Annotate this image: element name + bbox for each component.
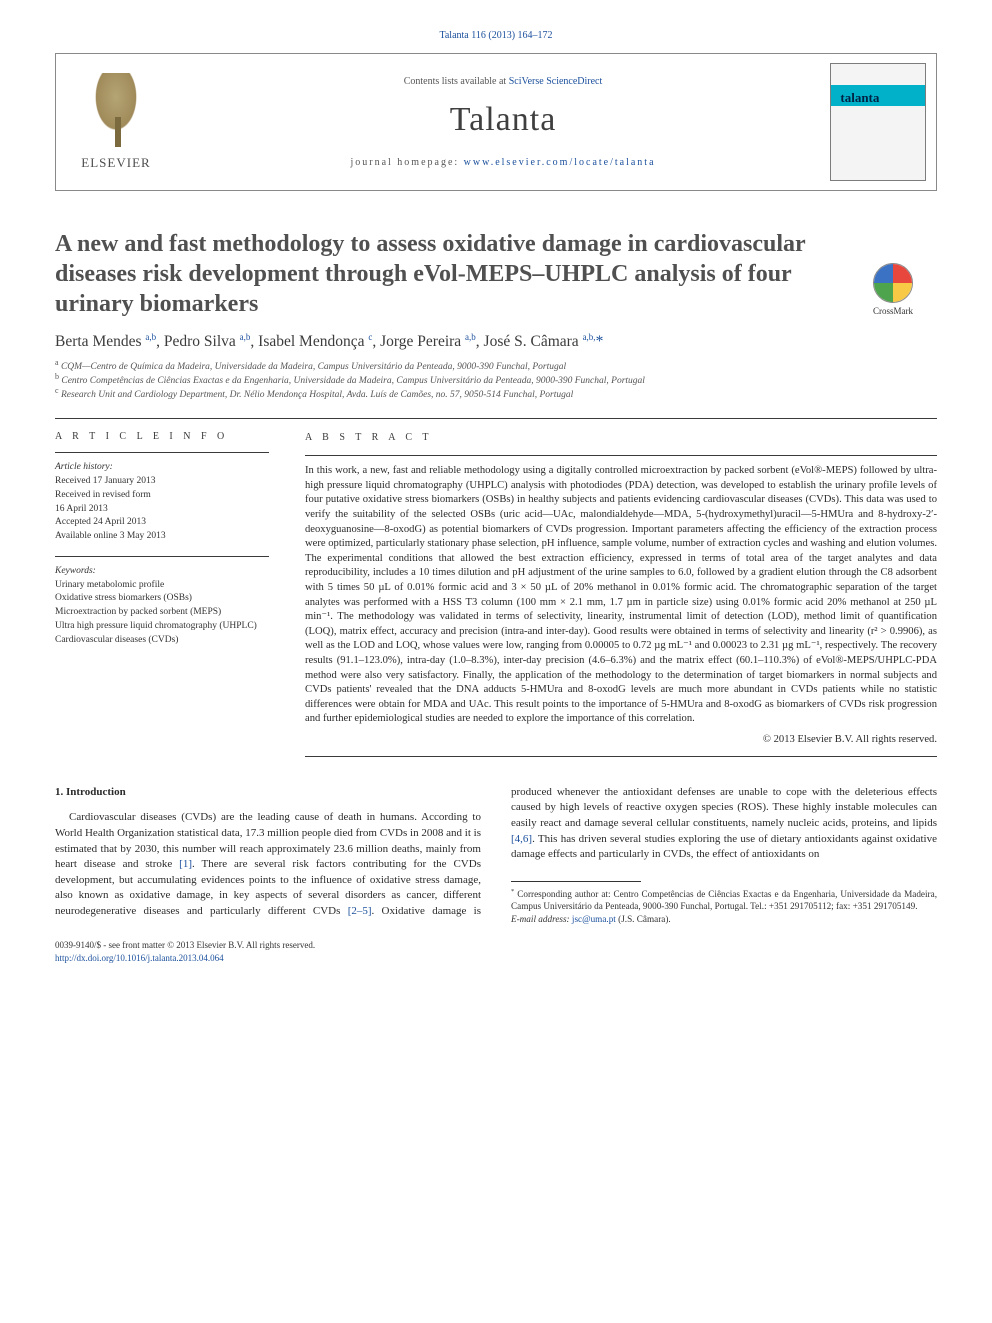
citation-header: Talanta 116 (2013) 164–172	[55, 30, 937, 41]
journal-name: Talanta	[176, 101, 830, 139]
contents-prefix: Contents lists available at	[404, 76, 509, 87]
footnote-rule	[511, 881, 641, 882]
journal-cover-thumb: talanta	[830, 63, 926, 181]
article-title: A new and fast methodology to assess oxi…	[55, 229, 937, 319]
history-line: Available online 3 May 2013	[55, 530, 269, 544]
journal-header-box: ELSEVIER Contents lists available at Sci…	[55, 53, 937, 191]
affiliations: a CQM—Centro de Química da Madeira, Univ…	[55, 361, 937, 402]
keyword: Microextraction by packed sorbent (MEPS)	[55, 606, 269, 620]
homepage-line: journal homepage: www.elsevier.com/locat…	[176, 157, 830, 168]
history-line: Accepted 24 April 2013	[55, 516, 269, 530]
email-link[interactable]: jsc@uma.pt	[572, 914, 616, 924]
sciencedirect-link[interactable]: SciVerse ScienceDirect	[509, 76, 603, 87]
keywords-block: Keywords: Urinary metabolomic profile Ox…	[55, 565, 269, 648]
history-line: 16 April 2013	[55, 503, 269, 517]
page-footer: 0039-9140/$ - see front matter © 2013 El…	[55, 939, 937, 964]
header-center: Contents lists available at SciVerse Sci…	[176, 66, 830, 178]
history-line: Received in revised form	[55, 489, 269, 503]
crossmark-label: CrossMark	[873, 306, 913, 316]
divider	[55, 418, 937, 419]
divider	[305, 756, 937, 757]
affil-c: c Research Unit and Cardiology Departmen…	[55, 389, 937, 403]
ref-link-1[interactable]: [1]	[179, 858, 192, 870]
divider	[55, 452, 269, 453]
crossmark-badge[interactable]: CrossMark	[849, 263, 937, 316]
footnotes: * Corresponding author at: Centro Compet…	[511, 888, 937, 925]
keyword: Urinary metabolomic profile	[55, 579, 269, 593]
body-two-column: 1. Introduction Cardiovascular diseases …	[55, 785, 937, 925]
article-info-col: A R T I C L E I N F O Article history: R…	[55, 431, 269, 756]
doi-link[interactable]: http://dx.doi.org/10.1016/j.talanta.2013…	[55, 953, 224, 963]
divider	[305, 455, 937, 456]
keyword: Oxidative stress biomarkers (OSBs)	[55, 592, 269, 606]
abstract-text: In this work, a new, fast and reliable m…	[305, 464, 937, 727]
affil-b: b Centro Competências de Ciências Exacta…	[55, 375, 937, 389]
section-heading-intro: 1. Introduction	[55, 785, 481, 801]
copyright-line: © 2013 Elsevier B.V. All rights reserved…	[305, 733, 937, 748]
article-info-heading: A R T I C L E I N F O	[55, 431, 269, 442]
article-history: Article history: Received 17 January 201…	[55, 461, 269, 544]
keyword: Cardiovascular diseases (CVDs)	[55, 634, 269, 648]
elsevier-tree-icon	[81, 73, 151, 153]
homepage-prefix: journal homepage:	[350, 157, 463, 168]
homepage-link[interactable]: www.elsevier.com/locate/talanta	[464, 157, 656, 168]
publisher-name: ELSEVIER	[81, 155, 150, 171]
corresponding-author-note: * Corresponding author at: Centro Compet…	[511, 888, 937, 913]
contents-line: Contents lists available at SciVerse Sci…	[176, 76, 830, 87]
elsevier-logo: ELSEVIER	[56, 54, 176, 190]
abstract-col: A B S T R A C T In this work, a new, fas…	[305, 431, 937, 756]
crossmark-icon	[873, 263, 913, 303]
ref-link-4-6[interactable]: [4,6]	[511, 833, 532, 845]
ref-link-2-5[interactable]: [2–5]	[348, 905, 372, 917]
affil-a: a CQM—Centro de Química da Madeira, Univ…	[55, 361, 937, 375]
divider	[55, 556, 269, 557]
keywords-label: Keywords:	[55, 565, 269, 579]
issn-line: 0039-9140/$ - see front matter © 2013 El…	[55, 939, 937, 952]
keyword: Ultra high pressure liquid chromatograph…	[55, 620, 269, 634]
email-note: E-mail address: jsc@uma.pt (J.S. Câmara)…	[511, 913, 937, 925]
history-label: Article history:	[55, 461, 269, 475]
abstract-heading: A B S T R A C T	[305, 431, 937, 445]
authors-line: Berta Mendes a,b, Pedro Silva a,b, Isabe…	[55, 333, 937, 351]
meta-abstract-row: A R T I C L E I N F O Article history: R…	[55, 431, 937, 756]
cover-title: talanta	[840, 90, 879, 106]
history-line: Received 17 January 2013	[55, 475, 269, 489]
